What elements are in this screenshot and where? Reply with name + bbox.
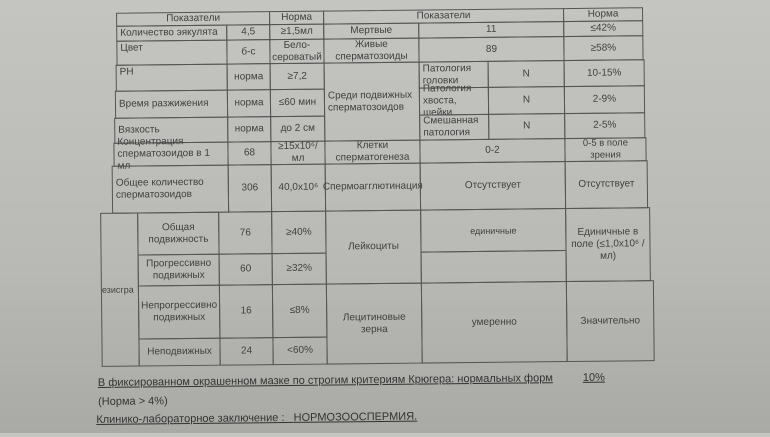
row-value: норма [226, 89, 272, 118]
row-value: 306 [227, 164, 273, 213]
row-label: Цвет [116, 39, 228, 66]
row-label: Время разжижения [114, 89, 229, 119]
conclusion-label: Клинико-лабораторное заключение : [96, 412, 285, 426]
motility-norm: ≥40% [271, 210, 327, 255]
row-norm: ≥7,2 [269, 62, 325, 91]
motility-value: 60 [218, 253, 273, 286]
leukocytes-norm: Единичные в поле (≤1,0x10⁶ / мл) [565, 207, 651, 283]
alive-norm: ≥58% [563, 35, 644, 62]
agglutination-value: Отсутствует [419, 161, 567, 211]
motility-label: Общая подвижность [137, 211, 220, 256]
leukocytes-value2 [420, 250, 567, 284]
pathology-value: N [487, 86, 566, 115]
row-norm: ≥15x10⁶/мл [270, 140, 326, 166]
motility-norm: <60% [272, 336, 328, 366]
row-norm: ≤60 мин [269, 88, 326, 118]
row-value: 68 [227, 141, 272, 166]
motility-label: Прогрессивно подвижных [137, 253, 220, 287]
pathology-label: Смешанная патология [419, 113, 490, 141]
row-norm: Бело-сероватый [269, 38, 325, 65]
row-label: Общее количество сперматозоидов [111, 164, 230, 214]
lecithin-value: умеренно [420, 281, 568, 364]
leukocytes-value: единичные [420, 208, 567, 253]
spermatogenesis-norm: 0-5 в поле зрения [564, 137, 647, 163]
motility-value: 24 [219, 337, 274, 366]
pathology-norm: 2-5% [564, 112, 646, 140]
motility-label: Непрогрессивно подвижных [137, 284, 221, 340]
row-label: PH [115, 63, 228, 92]
motility-value: 16 [218, 284, 274, 339]
motility-label: Неподвижных [138, 337, 221, 367]
pathology-norm: 2-9% [563, 85, 646, 115]
motile-label: Среди подвижных сперматозоидов [323, 61, 421, 142]
pathology-label: Патология хвоста, шейки [418, 83, 490, 119]
row-value: норма [226, 63, 271, 91]
conclusion-value: НОРМОЗООСПЕРМИЯ. [293, 410, 418, 424]
leukocytes-label: Лейкоциты [325, 209, 422, 285]
alive-value: 89 [418, 36, 565, 63]
row-value: 4,5 [226, 24, 271, 41]
alive-label: Живые сперматозоиды [323, 37, 420, 64]
kruger-text: В фиксированном окрашенном мазке по стро… [98, 372, 617, 389]
pathology-value: N [487, 60, 565, 88]
kruger-value: 10% [582, 371, 605, 384]
agglutination-label: Спермоагглютинация [323, 162, 423, 212]
kruger-norm: (Норма > 4%) [98, 395, 168, 408]
row-norm: до 2 см [270, 115, 326, 143]
lecithin-norm: Значительно [565, 280, 655, 363]
group-label: езисгра [100, 212, 140, 367]
conclusion: Клинико-лабораторное заключение : НОРМОЗ… [96, 411, 417, 426]
row-norm: 40,0x10⁶ [270, 163, 327, 213]
row-value: б-с [226, 39, 271, 65]
spermatogenesis-label: Клетки сперматогенеза [324, 139, 421, 165]
row-value: норма [227, 116, 272, 143]
motility-value: 76 [218, 211, 273, 255]
motility-norm: ≤8% [271, 283, 328, 339]
row-label: Концентрация сперматозоидов в 1 мл [113, 136, 229, 172]
pathology-value: N [488, 113, 566, 140]
kruger-label: В фиксированном окрашенном мазке по стро… [97, 372, 553, 389]
lecithin-label: Лецитиновые зерна [325, 282, 423, 365]
pathology-norm: 10-15% [563, 59, 645, 88]
motility-norm: ≥32% [271, 252, 327, 286]
spermatogenesis-value: 0-2 [419, 138, 566, 164]
agglutination-norm: Отсутствует [564, 160, 649, 210]
